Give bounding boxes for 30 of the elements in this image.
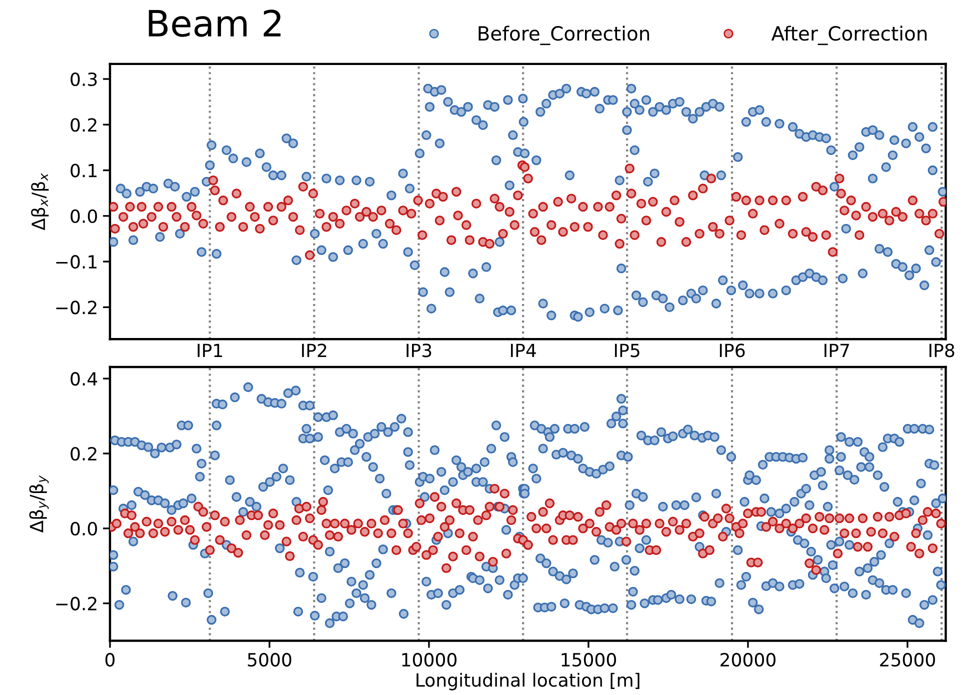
x-tick-label: 0 — [105, 652, 115, 667]
ref-line-label: IP2 — [302, 344, 326, 358]
x-tick-label: 20000 — [720, 652, 776, 667]
ref-line-label: IP5 — [614, 344, 640, 358]
y-axis-title: Δβ$_{x}$/β$_{x}$ — [31, 173, 49, 230]
y-tick-label: −0.2 — [56, 300, 96, 314]
ref-line-label: IP6 — [720, 344, 745, 358]
y-tick-label: 0.0 — [70, 522, 97, 536]
x-tick-label: 15000 — [562, 652, 616, 667]
y-tick-label: 0.3 — [70, 72, 97, 86]
ref-line-label: IP8 — [930, 344, 954, 358]
y-tick-label: 0.2 — [70, 446, 96, 461]
x-axis-title: Longitudinal location [m] — [416, 672, 640, 690]
y-tick-label: −0.1 — [56, 255, 97, 269]
y-tick-label: 0.4 — [70, 372, 98, 386]
y-tick-label: 0.0 — [70, 209, 97, 224]
legend-label: Before_Correction — [478, 26, 650, 46]
ref-line-label: IP4 — [511, 344, 536, 358]
ref-line-label: IP1 — [198, 344, 222, 358]
ref-line-label: IP7 — [824, 344, 849, 358]
y-tick-label: −0.2 — [56, 596, 96, 610]
x-tick-label: 25000 — [880, 652, 935, 667]
y-tick-label: 0.2 — [70, 118, 96, 132]
ref-line-label: IP3 — [406, 344, 432, 358]
y-tick-label: 0.1 — [70, 164, 97, 178]
chart-title: Beam 2 — [148, 10, 280, 37]
x-tick-label: 10000 — [402, 652, 456, 667]
legend-label: After_Correction — [771, 26, 927, 46]
y-axis-title: Δβ$_{y}$/β$_{y}$ — [29, 475, 49, 533]
x-tick-label: 5000 — [248, 652, 292, 667]
